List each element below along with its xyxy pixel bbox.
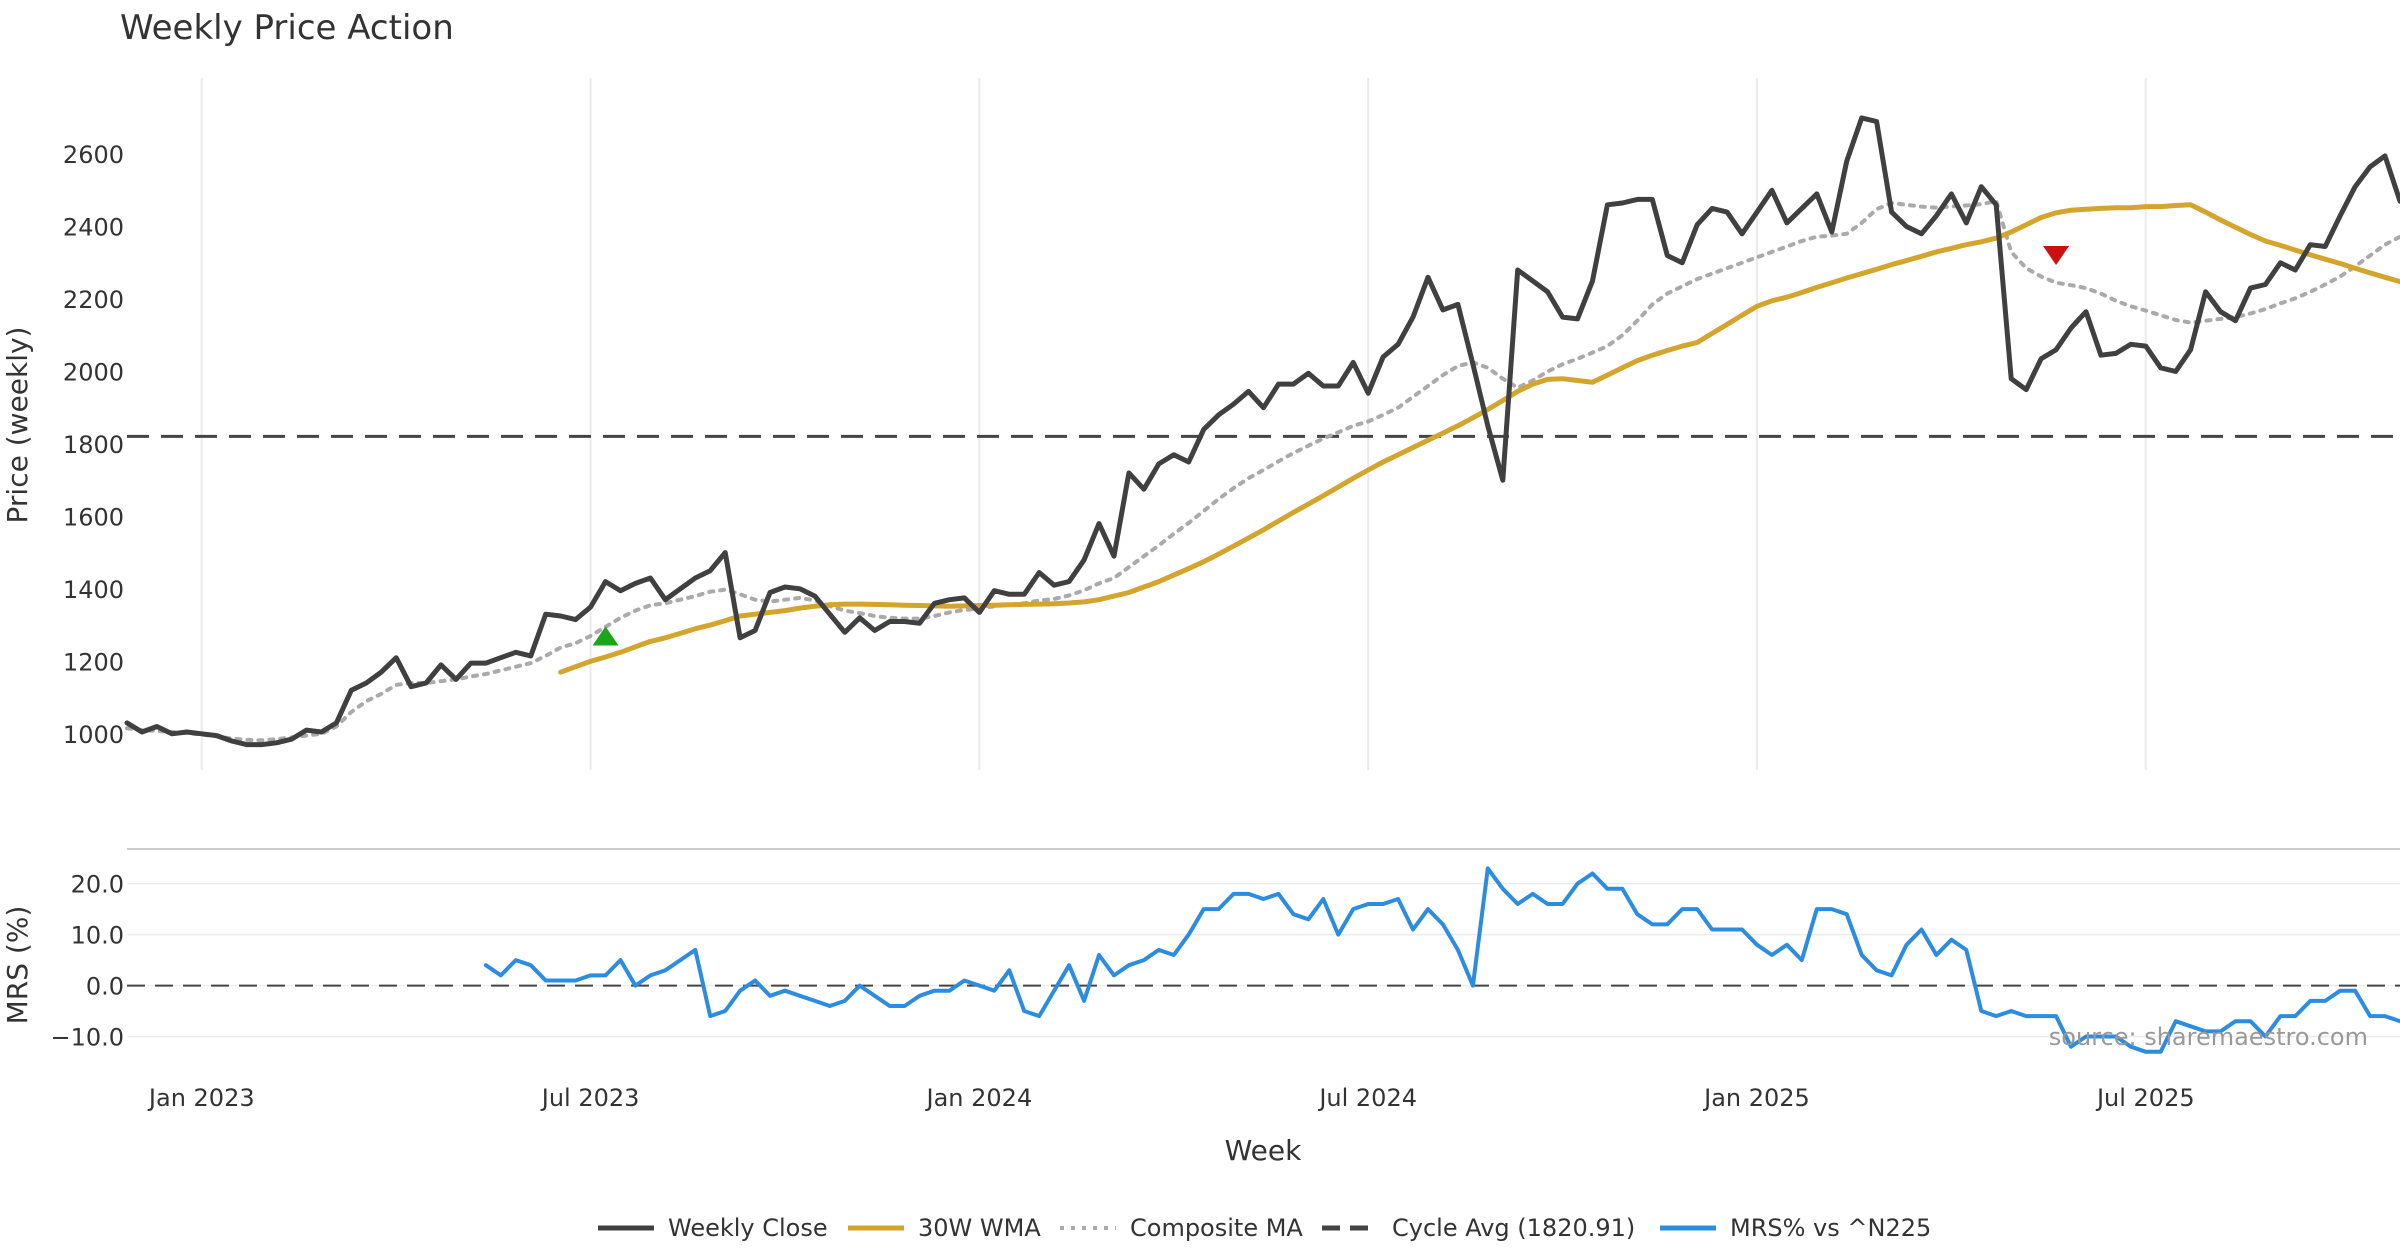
x-tick-label: Jul 2025 — [2095, 1084, 2195, 1112]
tick-labels: 1000 1200 1400 1600 1800 2000 2200 2400 2600 20.0… — [50, 141, 2194, 1112]
chart-canvas: 1000 1200 1400 1600 1800 2000 2200 2400 2600 20.0… — [1, 78, 2400, 1167]
legend-label: Cycle Avg (1820.91) — [1392, 1214, 1636, 1242]
legend-label: 30W WMA — [918, 1214, 1041, 1242]
x-tick-label: Jul 2024 — [1317, 1084, 1417, 1112]
price-tick-label: 1000 — [63, 721, 124, 749]
price-axis-label: Price (weekly) — [1, 327, 34, 524]
price-tick-label: 2600 — [63, 141, 124, 169]
legend-label: Weekly Close — [668, 1214, 828, 1242]
legend-label: Composite MA — [1130, 1214, 1303, 1242]
legend-swatch — [1322, 1225, 1378, 1231]
x-axis-label: Week — [1225, 1134, 1302, 1167]
buy-signal-marker — [592, 626, 619, 646]
mrs-tick-label: 10.0 — [71, 922, 124, 950]
x-tick-label: Jul 2023 — [540, 1084, 640, 1112]
price-tick-label: 1200 — [63, 648, 124, 676]
mrs-tick-label: 0.0 — [86, 973, 124, 1001]
price-tick-label: 2000 — [63, 358, 124, 386]
legend-item: MRS% vs ^N225 — [1658, 1208, 1931, 1248]
legend-item: 30W WMA — [846, 1208, 1041, 1248]
legend-item: Composite MA — [1058, 1208, 1303, 1248]
legend-swatch — [1660, 1225, 1716, 1231]
gridlines — [127, 78, 2400, 1038]
legend-item: Weekly Close — [596, 1208, 828, 1248]
x-tick-label: Jan 2025 — [1702, 1084, 1810, 1112]
legend-swatch — [1060, 1226, 1116, 1230]
mrs-tick-label: −10.0 — [50, 1024, 124, 1052]
x-tick-label: Jan 2023 — [147, 1084, 255, 1112]
mrs-tick-label: 20.0 — [71, 871, 124, 899]
x-tick-label: Jan 2024 — [925, 1084, 1033, 1112]
price-tick-label: 1600 — [63, 503, 124, 531]
legend-item: Cycle Avg (1820.91) — [1320, 1208, 1635, 1248]
series-composite-ma — [125, 199, 2400, 743]
series-weekly-close — [124, 115, 2400, 748]
price-tick-label: 1800 — [63, 431, 124, 459]
series-lines — [124, 115, 2400, 1054]
mrs-axis-label: MRS (%) — [1, 906, 34, 1025]
price-tick-label: 2400 — [63, 214, 124, 242]
signal-markers — [592, 246, 2070, 646]
chart-title: Weekly Price Action — [120, 8, 454, 48]
legend-swatch — [848, 1225, 904, 1231]
legend-label: MRS% vs ^N225 — [1730, 1214, 1932, 1242]
series-30w-wma — [558, 202, 2400, 675]
price-tick-label: 2200 — [63, 286, 124, 314]
sell-signal-marker — [2043, 246, 2070, 266]
reference-lines — [127, 434, 2400, 987]
legend: Weekly Close 30W WMA Composite MA Cycle Avg… — [0, 1208, 2400, 1248]
source-note: source: sharemaestro.com — [2049, 1023, 2368, 1051]
legend-swatch — [598, 1225, 654, 1231]
price-tick-label: 1400 — [63, 576, 124, 604]
series-mrs — [483, 866, 2400, 1054]
